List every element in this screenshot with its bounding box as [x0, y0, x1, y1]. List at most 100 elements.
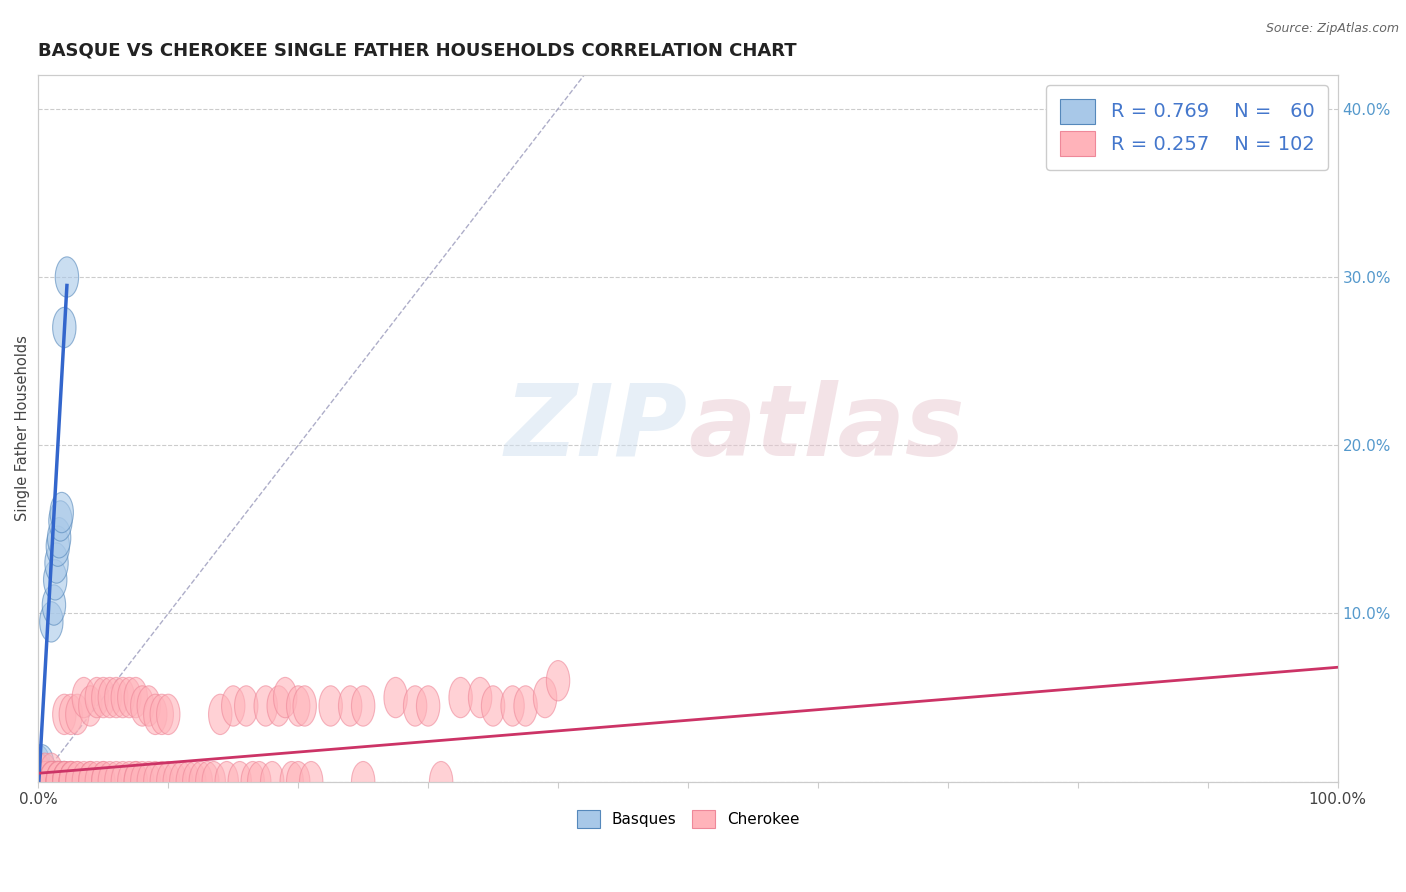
Ellipse shape	[51, 492, 73, 533]
Ellipse shape	[39, 762, 63, 802]
Ellipse shape	[384, 677, 408, 718]
Ellipse shape	[79, 762, 103, 802]
Ellipse shape	[254, 686, 277, 726]
Ellipse shape	[59, 762, 83, 802]
Ellipse shape	[27, 745, 51, 785]
Ellipse shape	[34, 753, 56, 793]
Text: Source: ZipAtlas.com: Source: ZipAtlas.com	[1265, 22, 1399, 36]
Ellipse shape	[86, 762, 108, 802]
Ellipse shape	[42, 762, 66, 802]
Ellipse shape	[31, 745, 53, 785]
Ellipse shape	[27, 762, 51, 802]
Ellipse shape	[34, 762, 56, 802]
Ellipse shape	[150, 694, 173, 734]
Ellipse shape	[46, 762, 69, 802]
Ellipse shape	[49, 762, 72, 802]
Ellipse shape	[292, 686, 316, 726]
Ellipse shape	[533, 677, 557, 718]
Ellipse shape	[59, 762, 83, 802]
Ellipse shape	[52, 762, 76, 802]
Ellipse shape	[46, 762, 69, 802]
Ellipse shape	[183, 762, 205, 802]
Ellipse shape	[39, 762, 63, 802]
Ellipse shape	[195, 762, 219, 802]
Ellipse shape	[27, 762, 51, 802]
Ellipse shape	[468, 677, 492, 718]
Ellipse shape	[27, 762, 51, 802]
Ellipse shape	[44, 762, 67, 802]
Ellipse shape	[66, 694, 89, 734]
Ellipse shape	[170, 762, 193, 802]
Ellipse shape	[27, 762, 51, 802]
Ellipse shape	[35, 762, 59, 802]
Ellipse shape	[46, 762, 69, 802]
Ellipse shape	[352, 762, 375, 802]
Ellipse shape	[27, 753, 51, 793]
Ellipse shape	[404, 686, 427, 726]
Ellipse shape	[339, 686, 361, 726]
Ellipse shape	[32, 762, 55, 802]
Legend: Basques, Cherokee: Basques, Cherokee	[571, 805, 806, 834]
Ellipse shape	[143, 762, 167, 802]
Ellipse shape	[49, 500, 72, 541]
Ellipse shape	[72, 677, 96, 718]
Ellipse shape	[46, 762, 69, 802]
Ellipse shape	[449, 677, 472, 718]
Ellipse shape	[39, 753, 63, 793]
Ellipse shape	[27, 762, 51, 802]
Ellipse shape	[31, 762, 53, 802]
Ellipse shape	[481, 686, 505, 726]
Ellipse shape	[52, 308, 76, 348]
Ellipse shape	[143, 694, 167, 734]
Ellipse shape	[547, 661, 569, 701]
Ellipse shape	[34, 762, 56, 802]
Ellipse shape	[27, 762, 51, 802]
Ellipse shape	[260, 762, 284, 802]
Ellipse shape	[131, 762, 155, 802]
Ellipse shape	[287, 686, 309, 726]
Ellipse shape	[52, 762, 76, 802]
Ellipse shape	[501, 686, 524, 726]
Ellipse shape	[156, 694, 180, 734]
Ellipse shape	[52, 694, 76, 734]
Ellipse shape	[31, 762, 53, 802]
Ellipse shape	[188, 762, 212, 802]
Ellipse shape	[34, 762, 56, 802]
Ellipse shape	[202, 762, 225, 802]
Ellipse shape	[235, 686, 257, 726]
Ellipse shape	[28, 762, 52, 802]
Ellipse shape	[215, 762, 239, 802]
Ellipse shape	[513, 686, 537, 726]
Ellipse shape	[32, 762, 55, 802]
Ellipse shape	[27, 762, 51, 802]
Ellipse shape	[28, 762, 52, 802]
Ellipse shape	[111, 677, 135, 718]
Ellipse shape	[39, 762, 63, 802]
Ellipse shape	[35, 762, 59, 802]
Ellipse shape	[30, 762, 52, 802]
Ellipse shape	[27, 762, 51, 802]
Ellipse shape	[34, 762, 58, 802]
Ellipse shape	[176, 762, 200, 802]
Ellipse shape	[34, 762, 56, 802]
Ellipse shape	[38, 762, 62, 802]
Ellipse shape	[79, 762, 103, 802]
Ellipse shape	[352, 686, 375, 726]
Ellipse shape	[52, 762, 76, 802]
Ellipse shape	[228, 762, 252, 802]
Ellipse shape	[44, 559, 67, 600]
Ellipse shape	[30, 762, 52, 802]
Ellipse shape	[42, 585, 66, 625]
Ellipse shape	[222, 686, 245, 726]
Ellipse shape	[280, 762, 304, 802]
Ellipse shape	[51, 762, 73, 802]
Ellipse shape	[274, 677, 297, 718]
Ellipse shape	[124, 762, 148, 802]
Ellipse shape	[55, 257, 79, 297]
Ellipse shape	[28, 753, 52, 793]
Ellipse shape	[27, 762, 51, 802]
Ellipse shape	[240, 762, 264, 802]
Ellipse shape	[46, 762, 69, 802]
Ellipse shape	[208, 694, 232, 734]
Ellipse shape	[118, 677, 141, 718]
